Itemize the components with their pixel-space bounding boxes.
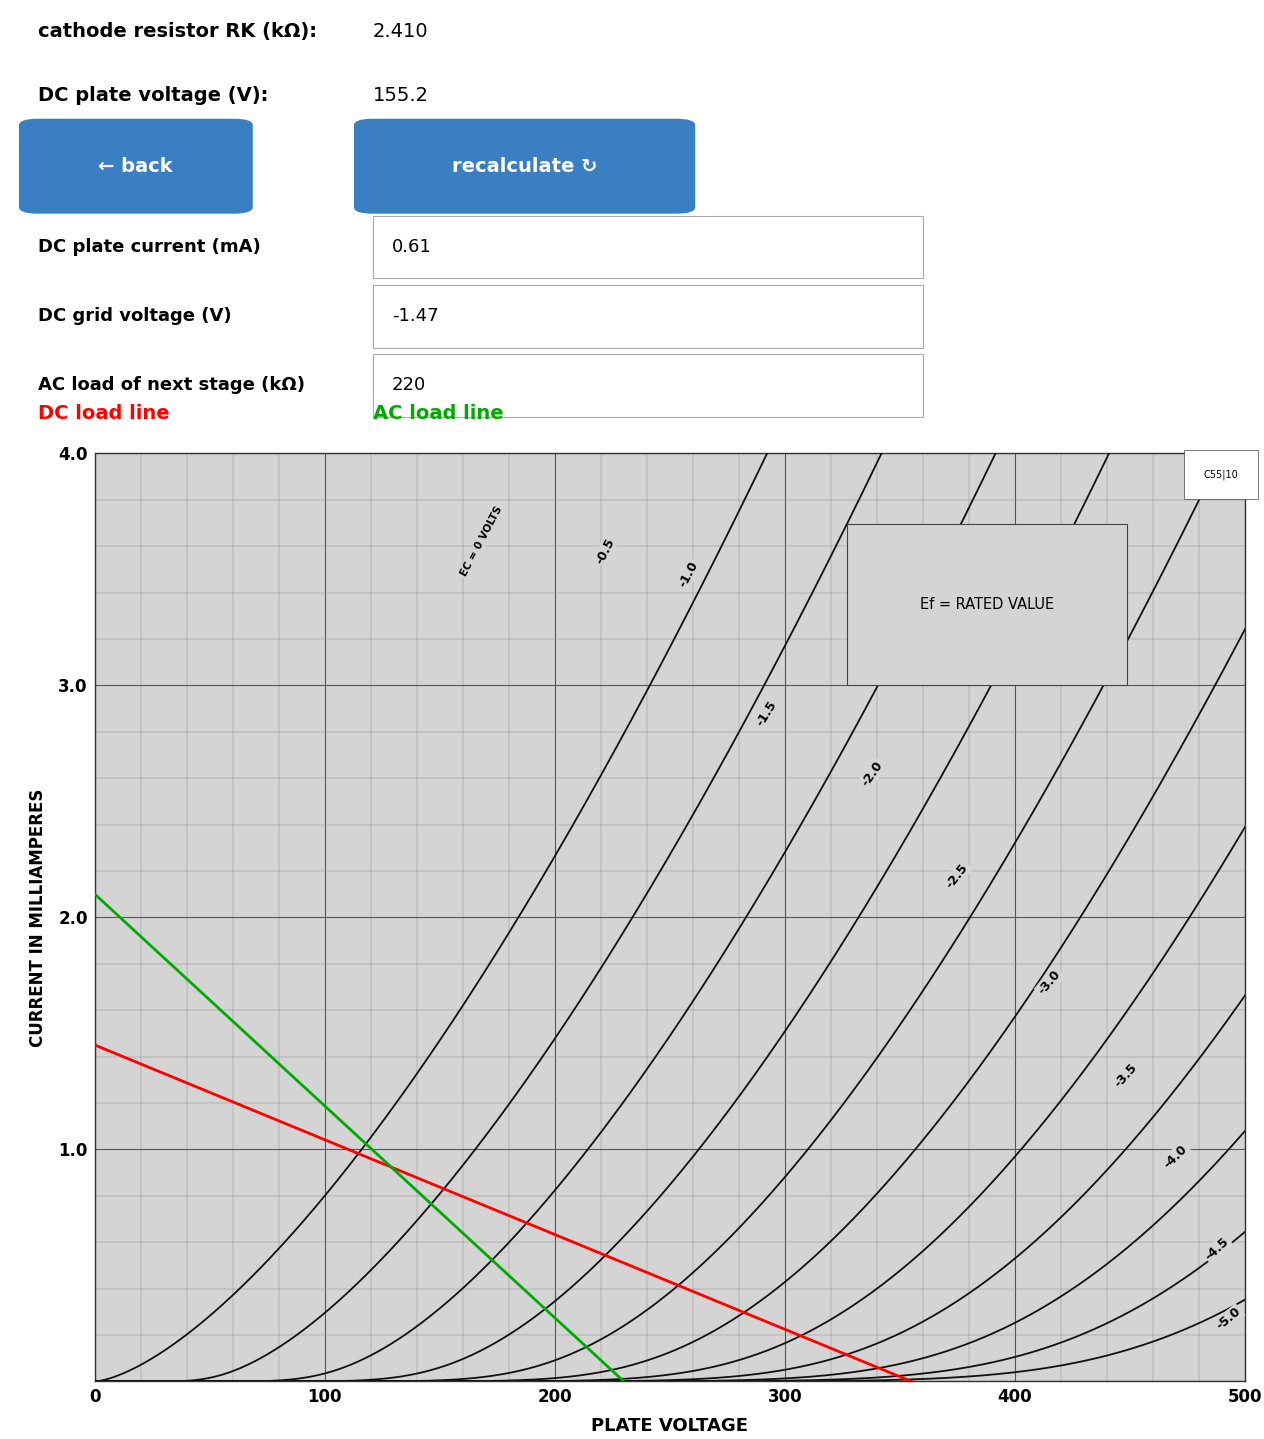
Text: DC load line: DC load line <box>38 404 169 423</box>
Text: DC grid voltage (V): DC grid voltage (V) <box>38 307 231 325</box>
Text: -1.0: -1.0 <box>676 558 700 589</box>
Text: 220: 220 <box>392 376 426 394</box>
Text: 0.61: 0.61 <box>392 237 431 256</box>
Bar <box>373 354 923 417</box>
Text: -5.0: -5.0 <box>1215 1305 1244 1333</box>
Text: recalculate ↻: recalculate ↻ <box>451 157 598 176</box>
Text: -0.5: -0.5 <box>594 535 618 566</box>
Text: C55|10: C55|10 <box>1203 469 1239 481</box>
Text: AC load of next stage (kΩ): AC load of next stage (kΩ) <box>38 376 305 394</box>
Text: -1.47: -1.47 <box>392 307 439 325</box>
Text: EC = 0 VOLTS: EC = 0 VOLTS <box>459 505 504 578</box>
Text: -3.0: -3.0 <box>1035 967 1063 997</box>
Text: ← back: ← back <box>97 157 173 176</box>
Text: -2.0: -2.0 <box>860 758 886 789</box>
FancyBboxPatch shape <box>19 119 253 213</box>
Text: Ef = RATED VALUE: Ef = RATED VALUE <box>920 597 1054 612</box>
Text: -3.5: -3.5 <box>1111 1061 1139 1089</box>
Text: DC plate current (mA): DC plate current (mA) <box>38 237 260 256</box>
Text: -4.5: -4.5 <box>1203 1235 1232 1263</box>
Text: -2.5: -2.5 <box>944 861 971 891</box>
Text: -1.5: -1.5 <box>753 698 780 728</box>
Text: 155.2: 155.2 <box>373 86 428 105</box>
Bar <box>373 216 923 279</box>
Text: DC plate voltage (V):: DC plate voltage (V): <box>38 86 268 105</box>
Bar <box>373 285 923 348</box>
Y-axis label: CURRENT IN MILLIAMPERES: CURRENT IN MILLIAMPERES <box>29 789 47 1046</box>
Text: AC load line: AC load line <box>373 404 503 423</box>
FancyBboxPatch shape <box>354 119 695 213</box>
Text: cathode resistor RK (kΩ):: cathode resistor RK (kΩ): <box>38 22 317 40</box>
Text: 2.410: 2.410 <box>373 22 428 40</box>
X-axis label: PLATE VOLTAGE: PLATE VOLTAGE <box>592 1417 748 1436</box>
Text: -4.0: -4.0 <box>1162 1143 1191 1171</box>
